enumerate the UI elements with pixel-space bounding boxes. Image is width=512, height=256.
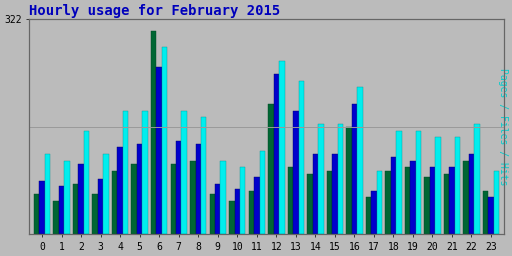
Bar: [463, 161, 468, 234]
Bar: [260, 151, 265, 234]
Bar: [249, 191, 254, 234]
Bar: [396, 131, 401, 234]
Bar: [377, 171, 382, 234]
Bar: [112, 171, 117, 234]
Bar: [229, 201, 234, 234]
Bar: [117, 147, 123, 234]
Bar: [65, 161, 70, 234]
Bar: [298, 81, 304, 234]
Bar: [221, 161, 226, 234]
Bar: [209, 194, 215, 234]
Bar: [404, 167, 410, 234]
Bar: [410, 161, 416, 234]
Bar: [416, 131, 421, 234]
Bar: [268, 104, 273, 234]
Bar: [53, 201, 59, 234]
Bar: [137, 144, 142, 234]
Bar: [273, 74, 279, 234]
Bar: [468, 154, 474, 234]
Bar: [103, 154, 109, 234]
Bar: [455, 137, 460, 234]
Bar: [190, 161, 196, 234]
Bar: [366, 197, 371, 234]
Bar: [254, 177, 260, 234]
Bar: [483, 191, 488, 234]
Bar: [142, 111, 148, 234]
Bar: [240, 167, 245, 234]
Bar: [307, 174, 313, 234]
Bar: [39, 181, 45, 234]
Bar: [332, 154, 337, 234]
Bar: [73, 184, 78, 234]
Bar: [123, 111, 129, 234]
Bar: [352, 104, 357, 234]
Bar: [84, 131, 90, 234]
Bar: [424, 177, 430, 234]
Bar: [45, 154, 50, 234]
Bar: [181, 111, 187, 234]
Bar: [288, 167, 293, 234]
Bar: [435, 137, 441, 234]
Bar: [293, 111, 298, 234]
Bar: [59, 186, 65, 234]
Bar: [196, 144, 201, 234]
Bar: [93, 194, 98, 234]
Bar: [494, 171, 499, 234]
Bar: [449, 167, 455, 234]
Bar: [318, 124, 324, 234]
Bar: [444, 174, 449, 234]
Bar: [78, 164, 84, 234]
Bar: [98, 179, 103, 234]
Bar: [327, 171, 332, 234]
Bar: [371, 191, 377, 234]
Bar: [488, 197, 494, 234]
Bar: [279, 61, 285, 234]
Bar: [474, 124, 480, 234]
Bar: [151, 31, 157, 234]
Bar: [132, 164, 137, 234]
Text: Hourly usage for February 2015: Hourly usage for February 2015: [29, 4, 281, 18]
Bar: [170, 164, 176, 234]
Bar: [34, 194, 39, 234]
Bar: [176, 141, 181, 234]
Bar: [385, 171, 391, 234]
Bar: [357, 87, 362, 234]
Bar: [157, 67, 162, 234]
Bar: [201, 118, 206, 234]
Y-axis label: Pages / Files / Hits: Pages / Files / Hits: [498, 68, 508, 186]
Bar: [430, 167, 435, 234]
Bar: [346, 127, 352, 234]
Bar: [337, 124, 343, 234]
Bar: [234, 189, 240, 234]
Bar: [215, 184, 221, 234]
Bar: [313, 154, 318, 234]
Bar: [162, 47, 167, 234]
Bar: [391, 157, 396, 234]
